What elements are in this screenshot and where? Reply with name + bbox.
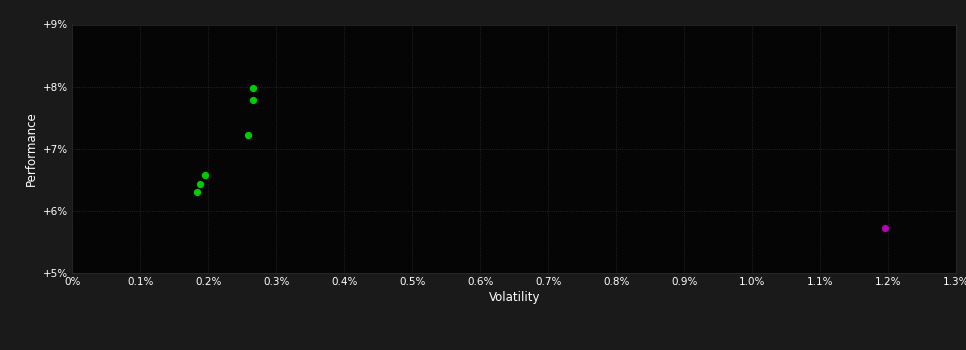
Point	[245, 86, 261, 91]
Point	[877, 225, 893, 231]
Point	[197, 172, 213, 178]
Point	[189, 189, 205, 195]
Point	[241, 132, 256, 138]
Point	[245, 98, 261, 103]
X-axis label: Volatility: Volatility	[489, 291, 540, 304]
Point	[192, 181, 208, 187]
Y-axis label: Performance: Performance	[24, 111, 38, 186]
